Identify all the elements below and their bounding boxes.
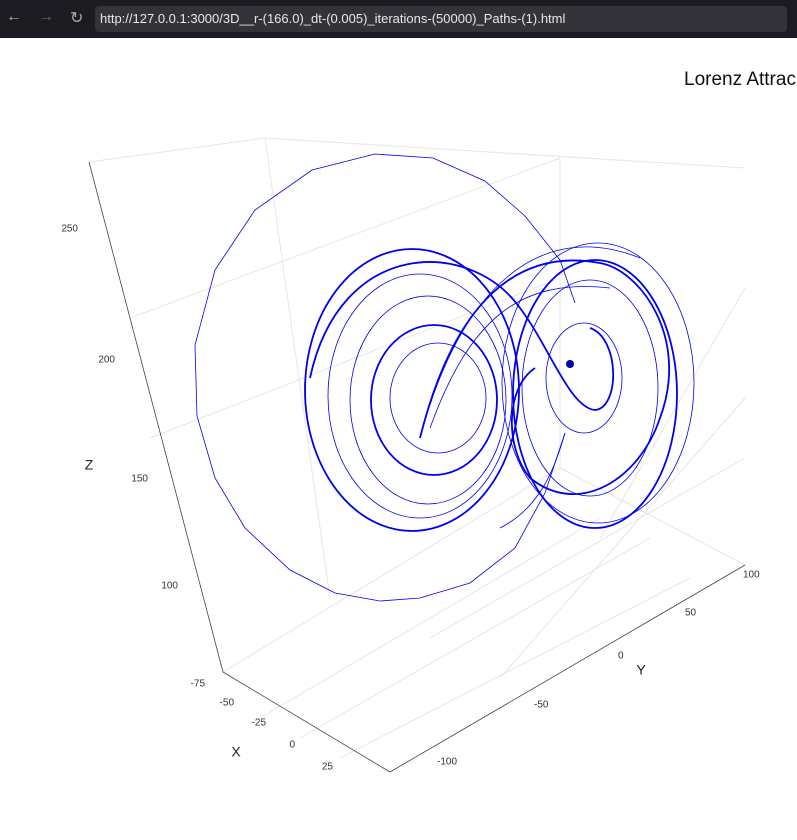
plot: Lorenz Attrac 250 200 150 100 Z -75 -50 … (61, 69, 796, 773)
y-tick-label: 50 (685, 608, 697, 619)
y-tick-label: -50 (534, 700, 549, 711)
y-tick-label: -100 (437, 757, 457, 768)
grid (88, 137, 746, 759)
y-axis-ticks: 100 50 0 -50 -100 Y (437, 570, 760, 768)
x-axis-label: X (231, 744, 241, 760)
z-axis-label: Z (85, 457, 94, 473)
y-tick-label: 100 (743, 570, 760, 581)
plot-title: Lorenz Attrac (684, 69, 796, 90)
z-tick-label: 250 (61, 224, 78, 235)
x-tick-label: -50 (220, 698, 235, 709)
y-axis-label: Y (636, 662, 646, 678)
trajectory (194, 153, 695, 602)
reload-button[interactable]: ↻ (70, 10, 84, 27)
axes (88, 161, 746, 773)
x-tick-label: 25 (322, 762, 334, 773)
y-tick-label: 0 (618, 651, 624, 662)
z-axis-ticks: 250 200 150 100 Z (61, 224, 178, 592)
forward-button[interactable]: → (38, 8, 54, 25)
x-tick-label: -25 (252, 718, 267, 729)
browser-toolbar: ← → ↻ http://127.0.0.1:3000/3D__r-(166.0… (0, 0, 797, 38)
z-tick-label: 100 (161, 581, 178, 592)
current-point (566, 360, 574, 368)
x-tick-label: 0 (289, 740, 295, 751)
z-tick-label: 150 (131, 474, 148, 485)
back-button[interactable]: ← (6, 8, 22, 25)
url-field[interactable]: http://127.0.0.1:3000/3D__r-(166.0)_dt-(… (95, 6, 787, 32)
x-axis-ticks: -75 -50 -25 0 25 X (191, 679, 334, 773)
z-tick-label: 200 (98, 355, 115, 366)
x-tick-label: -75 (191, 679, 206, 690)
